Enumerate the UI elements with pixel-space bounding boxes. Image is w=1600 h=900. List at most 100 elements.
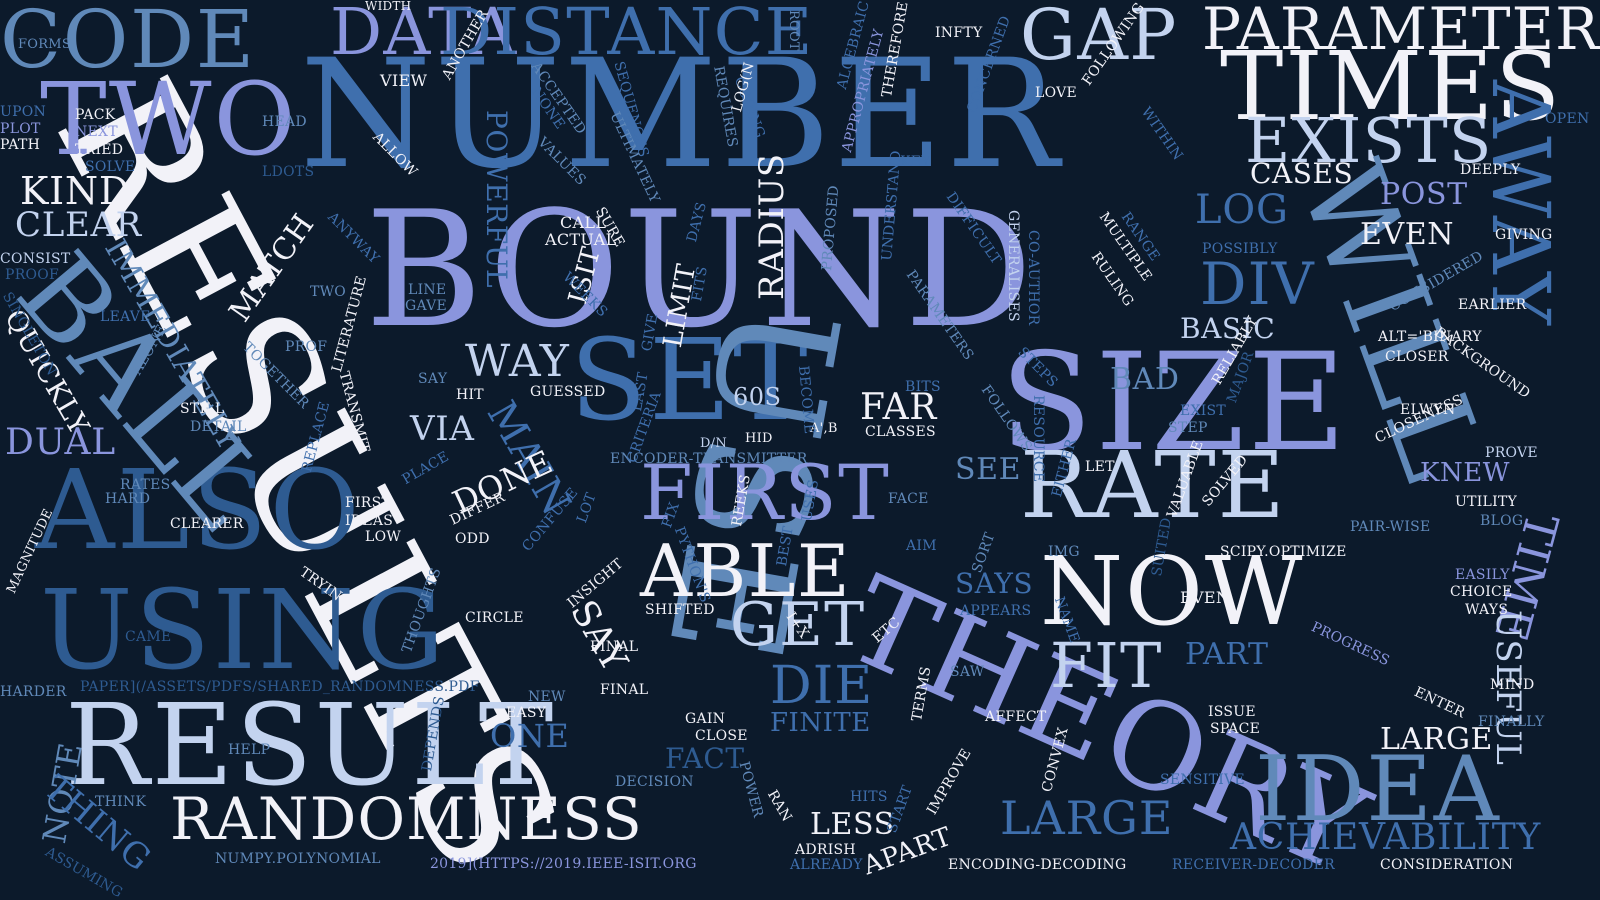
cloud-word: LOG	[1195, 187, 1289, 233]
cloud-word: LET	[1085, 459, 1115, 475]
cloud-word: EXIST	[1180, 403, 1227, 419]
cloud-word: KIND	[20, 169, 131, 213]
cloud-word: NUMBER	[300, 28, 1062, 202]
cloud-word: UPON	[0, 104, 47, 120]
cloud-word: ALREADY	[790, 857, 863, 873]
cloud-word: PROVE	[1485, 445, 1538, 461]
cloud-word: CLEARER	[170, 516, 244, 532]
cloud-word: GAVE	[405, 298, 448, 314]
cloud-word: FINAL	[600, 682, 649, 698]
cloud-word: LARGE	[1000, 791, 1174, 845]
cloud-word: DIV	[1200, 250, 1315, 318]
cloud-word: EASILY	[1455, 567, 1510, 583]
cloud-word: ABLE	[640, 529, 852, 613]
cloud-word: WITHIN	[1137, 104, 1186, 164]
cloud-word: SET	[570, 316, 810, 446]
cloud-word: SOLVE	[85, 159, 136, 175]
cloud-word: MIND	[1490, 677, 1535, 693]
cloud-word: SAYS	[955, 567, 1034, 600]
cloud-word: AFFECT	[985, 709, 1047, 725]
cloud-word: PROGRESS	[1308, 619, 1393, 670]
cloud-word: INFTY	[935, 25, 983, 41]
cloud-word: PLOT	[0, 121, 41, 137]
cloud-word: AIM	[906, 538, 937, 554]
cloud-word: VIA	[410, 409, 475, 449]
cloud-word: FIRST	[345, 495, 392, 511]
cloud-word: TRIED	[75, 142, 124, 158]
cloud-word: HEAD	[262, 114, 307, 130]
cloud-word: IMG	[1048, 544, 1080, 560]
cloud-word: NEXT	[75, 124, 118, 140]
cloud-word: PROF	[285, 339, 328, 355]
cloud-word: IMPROVE	[924, 745, 975, 818]
cloud-word: CLOSE	[695, 728, 748, 744]
cloud-word: POST	[1380, 177, 1468, 212]
cloud-word: IDEA	[1255, 737, 1501, 842]
cloud-word: GAP	[1020, 0, 1178, 76]
cloud-word: SCIPY.OPTIMIZE	[1220, 544, 1347, 560]
cloud-word: GENERALISES	[1005, 210, 1021, 322]
cloud-word: SEE	[955, 452, 1022, 487]
cloud-word: CODE	[0, 0, 256, 86]
cloud-word: BLOG	[1480, 513, 1524, 529]
cloud-word: OPEN	[1545, 111, 1590, 127]
cloud-word: CLASSES	[865, 424, 936, 440]
cloud-word: DUAL	[5, 422, 116, 463]
cloud-word: BAD	[1110, 362, 1180, 397]
cloud-word: 2019](HTTPS://2019.IEEE-ISIT.ORG	[430, 856, 697, 872]
cloud-word: ENCODING-DECODING	[948, 857, 1127, 873]
cloud-word: ROOT	[786, 10, 801, 51]
cloud-word: THINK	[95, 794, 147, 810]
cloud-word: DIE	[770, 656, 874, 716]
cloud-word: RATE	[1020, 432, 1287, 539]
cloud-word: FIRST	[640, 448, 891, 537]
cloud-word: WAYS	[1465, 602, 1509, 618]
cloud-word: FINITE	[770, 708, 871, 738]
cloud-word: 60S	[733, 383, 782, 411]
cloud-word: EARLIER	[1458, 297, 1527, 313]
cloud-word: WAY	[465, 336, 570, 387]
cloud-word: BASIC	[1180, 312, 1276, 345]
cloud-word: CO-AUTHOR	[1025, 230, 1041, 326]
cloud-word: D/N	[700, 436, 727, 451]
cloud-word: SPACE	[1210, 721, 1261, 737]
cloud-word: HITS	[850, 789, 888, 805]
cloud-word: TWO	[310, 284, 347, 300]
cloud-word: FACE	[888, 491, 929, 507]
cloud-word: ONE	[490, 717, 570, 755]
cloud-word: FAR	[860, 387, 938, 428]
cloud-word: ALSO	[35, 446, 362, 574]
cloud-word: STEP	[1168, 420, 1208, 436]
cloud-word: PAIR-WISE	[1350, 519, 1431, 535]
cloud-word: GAIN	[685, 711, 726, 727]
cloud-word: ISSUE	[1208, 704, 1256, 720]
cloud-word: APPEARS	[960, 603, 1032, 619]
cloud-word: GUESSED	[530, 384, 606, 400]
cloud-word: KNEW	[1420, 458, 1510, 488]
cloud-word: LOVE	[1035, 85, 1077, 101]
cloud-word: USING	[40, 566, 447, 694]
cloud-word: GIVING	[1495, 227, 1553, 243]
cloud-word: NOW	[1040, 537, 1305, 647]
cloud-word: POWERFUL	[480, 110, 513, 289]
cloud-word: CALL	[560, 213, 607, 232]
cloud-word: ODD	[455, 531, 490, 547]
cloud-word: HID	[745, 431, 773, 446]
cloud-word: CHOICE	[1450, 584, 1513, 600]
cloud-word: LINE	[408, 282, 447, 298]
cloud-word: UTILITY	[1455, 494, 1518, 510]
cloud-word: DATA	[330, 0, 518, 70]
cloud-word: SHIFTED	[645, 602, 715, 618]
cloud-word: EASY	[506, 705, 547, 721]
cloud-word: CASES	[1250, 157, 1354, 190]
cloud-word: BOUND	[365, 176, 1036, 363]
cloud-word: ACHIEVABILITY	[1230, 817, 1541, 858]
cloud-word: ALT='BINARY	[1378, 329, 1482, 345]
cloud-word: IDEAS	[345, 513, 394, 529]
cloud-word: GET	[730, 590, 866, 660]
cloud-word: RESULT	[65, 681, 556, 811]
cloud-word: PROOF	[5, 267, 60, 283]
cloud-word: BITS	[905, 379, 941, 395]
cloud-word: FINAL	[590, 639, 639, 655]
